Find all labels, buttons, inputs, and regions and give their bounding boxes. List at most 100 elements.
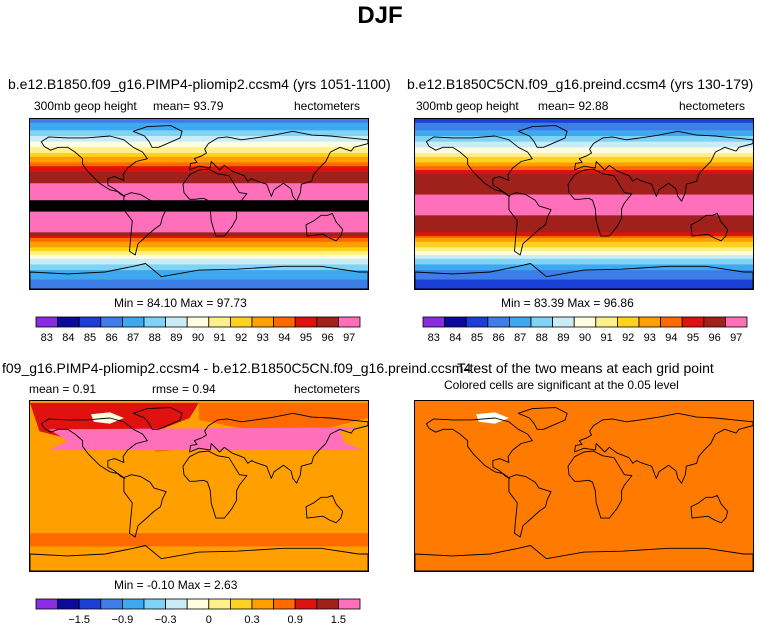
colorbar-tick-label: 85 — [471, 332, 483, 344]
p2-australia-coastline — [690, 212, 729, 242]
p2-band — [415, 198, 753, 201]
p1-band — [30, 279, 368, 282]
p2-band — [415, 141, 753, 144]
colorbar-tick-label: 86 — [492, 332, 504, 344]
p1-band — [30, 162, 368, 165]
p1-band — [30, 154, 368, 158]
p1-band — [30, 164, 368, 167]
p2-band — [415, 213, 753, 216]
panel-3-mean: mean = 0.91 — [29, 382, 97, 396]
p1-band — [30, 258, 368, 262]
p1-band — [30, 221, 368, 224]
ttest-greenland-coastline — [517, 407, 568, 430]
p2-band — [415, 181, 753, 184]
panel-3-map — [29, 400, 369, 572]
p1-band — [30, 230, 368, 233]
colorbar-tick-label: 83 — [428, 332, 440, 344]
p1-band — [30, 153, 368, 156]
colorbar-box — [487, 316, 510, 328]
p2-band — [415, 224, 753, 228]
p1-band — [30, 204, 368, 207]
p2-band — [415, 232, 753, 235]
p1-band — [30, 168, 368, 171]
p1-band — [30, 209, 368, 212]
p1-band — [30, 251, 368, 254]
p1-band — [30, 272, 368, 275]
p1-band — [30, 194, 368, 197]
p2-band — [415, 160, 753, 163]
p2-band — [415, 132, 753, 135]
p2-band — [415, 168, 753, 171]
colorbar-tick-label: 86 — [105, 332, 117, 344]
p2-band — [415, 222, 753, 226]
panel-3-title: f09_g16.PIMP4-pliomip2.ccsm4 - b.e12.B18… — [2, 360, 472, 376]
p2-band — [415, 258, 753, 262]
p1-band — [30, 228, 368, 231]
p1-band — [30, 275, 368, 279]
p1-band — [30, 232, 368, 235]
panel-1-colorbar: 83 84 85 86 87 88 89 90 91 92 93 94 95 96 97 — [35, 316, 361, 344]
p1-band — [30, 262, 368, 265]
colorbar-box — [595, 316, 618, 328]
p2-band — [415, 136, 753, 139]
p1-band — [30, 120, 368, 124]
panel-4-map — [414, 400, 754, 572]
colorbar-box — [165, 598, 188, 610]
p2-band — [415, 194, 753, 197]
colorbar-box — [143, 598, 167, 610]
colorbar-tick-label: 89 — [557, 332, 569, 344]
p2-band — [415, 185, 753, 188]
panel-2-units: hectometers — [679, 99, 746, 113]
p2-band — [415, 211, 753, 214]
colorbar-box — [724, 316, 748, 328]
p2-band — [415, 188, 753, 192]
p1-band — [30, 171, 368, 175]
p2-band — [415, 221, 753, 224]
p2-band — [415, 207, 753, 211]
p1-band — [30, 188, 368, 192]
colorbar-box — [122, 316, 145, 328]
colorbar-box — [208, 598, 231, 610]
p1-band — [30, 219, 368, 222]
p2-band — [415, 266, 753, 269]
p2-band — [415, 228, 753, 231]
colorbar-tick-label: −1.5 — [68, 614, 90, 625]
p2-band — [415, 177, 753, 180]
p2-band — [415, 173, 753, 177]
colorbar-tick-label: 83 — [41, 332, 53, 344]
p1-band — [30, 211, 368, 214]
ttest-north-america-coastline — [425, 417, 533, 479]
p1-band — [30, 170, 368, 173]
p2-band — [415, 139, 753, 143]
colorbar-tick-label: 95 — [300, 332, 312, 344]
colorbar-tick-label: 87 — [127, 332, 139, 344]
p2-band — [415, 251, 753, 254]
colorbar-tick-label: 0.9 — [288, 614, 303, 625]
colorbar-box — [229, 598, 253, 610]
p2-band — [415, 128, 753, 131]
p1-band — [30, 287, 368, 289]
p2-band — [415, 143, 753, 146]
colorbar-tick-label: 90 — [192, 332, 204, 344]
p2-band — [415, 204, 753, 207]
p1-band — [30, 122, 368, 126]
p2-band — [415, 275, 753, 279]
panel-2-mean: mean= 92.88 — [538, 99, 609, 113]
colorbar-box — [337, 316, 361, 328]
p1-band — [30, 270, 368, 273]
colorbar-tick-label: 91 — [213, 332, 225, 344]
p2-band — [415, 243, 753, 246]
p1-band — [30, 190, 368, 194]
p2-band — [415, 281, 753, 284]
panel-3-colorbar: −1.5 −0.9 −0.3 0 0.3 0.9 1.5 — [35, 598, 361, 625]
colorbar-box — [316, 598, 339, 610]
p2-band — [415, 260, 753, 263]
colorbar-tick-label: 97 — [343, 332, 355, 344]
p2-band — [415, 241, 753, 245]
panel-1-units: hectometers — [294, 99, 361, 113]
p2-band — [415, 147, 753, 150]
p2-antarctica-coastline — [415, 263, 753, 289]
p2-band — [415, 166, 753, 169]
p1-band — [30, 160, 368, 163]
colorbar-box — [208, 316, 231, 328]
